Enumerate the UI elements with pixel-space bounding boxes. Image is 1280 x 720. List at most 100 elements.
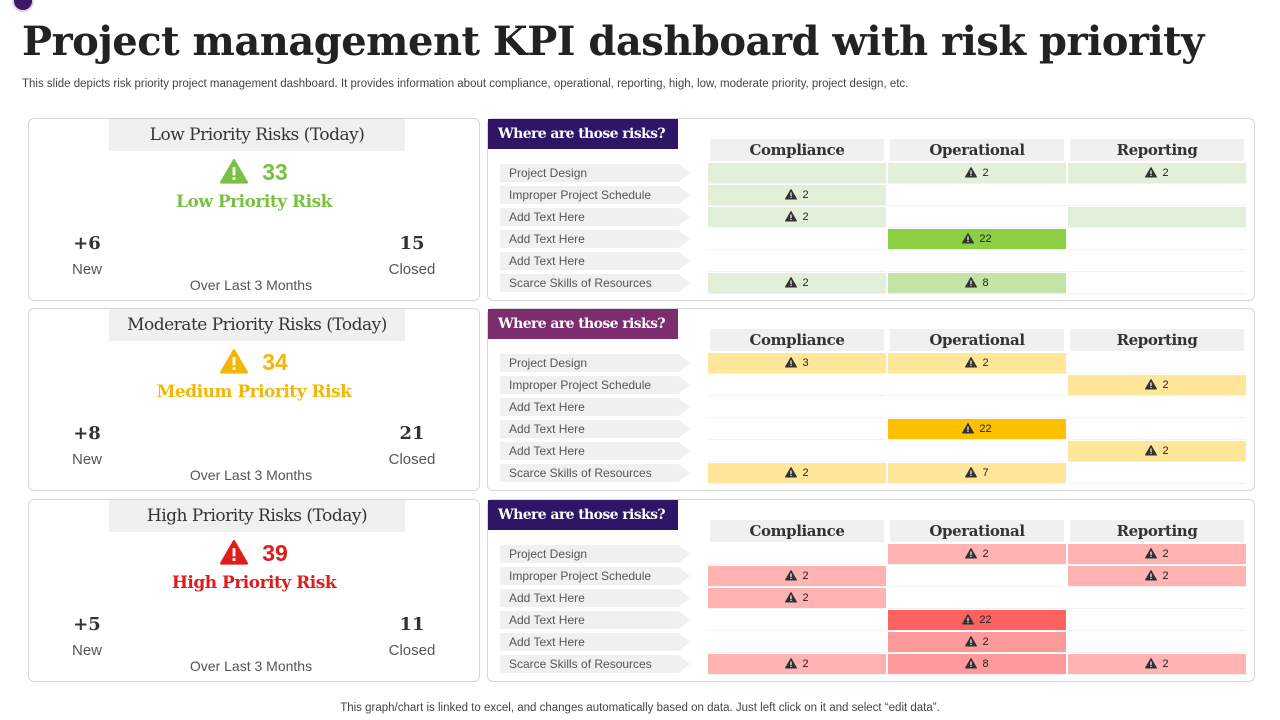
row-label: Add Text Here — [500, 589, 690, 607]
closed-label: Closed — [388, 261, 436, 278]
warning-triangle-icon — [965, 167, 982, 179]
warning-triangle-icon — [220, 349, 262, 375]
cell-value: 2 — [802, 592, 809, 604]
warning-triangle-icon — [965, 636, 982, 648]
matrix-cell — [888, 566, 1066, 587]
footer-note: This graph/chart is linked to excel, and… — [340, 702, 940, 714]
row-label: Scarce Skills of Resources — [500, 655, 690, 673]
warning-triangle-icon — [1145, 379, 1162, 391]
warning-triangle-icon — [785, 277, 802, 289]
warning-triangle-icon — [965, 277, 982, 289]
panel-title: Where are those risks? — [488, 500, 678, 530]
risk-level-label: Low Priority Risk — [176, 192, 332, 212]
warning-triangle-icon — [785, 592, 802, 604]
closed-value: 21 — [399, 423, 425, 444]
warning-triangle-icon — [785, 357, 802, 369]
warning-triangle-icon — [1145, 548, 1162, 560]
matrix-cell — [888, 375, 1066, 396]
matrix-cell — [1068, 185, 1246, 206]
matrix-cell — [1068, 251, 1246, 272]
panel-title: Where are those risks? — [488, 309, 678, 339]
closed-label: Closed — [388, 642, 436, 659]
risk-location-matrix: Where are those risks? Compliance Operatio… — [487, 118, 1255, 301]
new-label: New — [71, 451, 102, 468]
warning-triangle-icon — [785, 467, 802, 479]
row-label: Add Text Here — [500, 633, 690, 651]
row-label: Add Text Here — [500, 230, 690, 248]
column-header: Reporting — [1070, 329, 1244, 351]
matrix-cell: 2 — [1068, 566, 1246, 587]
matrix-cell — [1068, 588, 1246, 609]
matrix-cell — [888, 185, 1066, 206]
matrix-cell — [1068, 397, 1246, 418]
matrix-cell — [708, 419, 886, 440]
matrix-cell — [708, 229, 886, 250]
matrix-cell: 3 — [708, 353, 886, 374]
page-subtitle: This slide depicts risk priority project… — [22, 78, 909, 90]
matrix-cell — [888, 251, 1066, 272]
row-label: Add Text Here — [500, 252, 690, 270]
matrix-cell: 7 — [888, 463, 1066, 484]
matrix-cell: 2 — [708, 463, 886, 484]
matrix-cell — [708, 632, 886, 653]
risk-summary-card: Low Priority Risks (Today) 33 Low Priori… — [28, 118, 480, 301]
cell-value: 2 — [1162, 379, 1169, 391]
matrix-cell — [708, 163, 886, 184]
row-label: Add Text Here — [500, 442, 690, 460]
cell-value: 22 — [979, 614, 992, 626]
risk-summary-card: Moderate Priority Risks (Today) 34 Mediu… — [28, 308, 480, 491]
matrix-cell: 2 — [708, 273, 886, 294]
slide-marker — [12, 0, 34, 12]
matrix-cell — [708, 375, 886, 396]
row-label: Add Text Here — [500, 420, 690, 438]
row-label: Add Text Here — [500, 398, 690, 416]
warning-triangle-icon — [965, 548, 982, 560]
matrix-cell — [708, 610, 886, 631]
matrix-cell: 2 — [888, 353, 1066, 374]
matrix-cell: 8 — [888, 654, 1066, 675]
column-header: Compliance — [710, 520, 884, 542]
matrix-cell: 2 — [708, 654, 886, 675]
new-label: New — [71, 261, 102, 278]
risk-count: 39 — [262, 540, 288, 566]
warning-triangle-icon — [962, 423, 979, 435]
cell-value: 2 — [1162, 548, 1169, 560]
matrix-cell — [888, 588, 1066, 609]
cell-value: 22 — [979, 233, 992, 245]
cell-value: 2 — [982, 636, 989, 648]
matrix-cell: 2 — [708, 566, 886, 587]
column-header: Reporting — [1070, 520, 1244, 542]
row-label: Improper Project Schedule — [500, 376, 690, 394]
risk-count: 33 — [262, 159, 288, 185]
warning-triangle-icon — [785, 189, 802, 201]
warning-triangle-icon — [785, 211, 802, 223]
warning-triangle-icon — [220, 540, 262, 566]
new-value: +5 — [73, 614, 101, 635]
column-header: Reporting — [1070, 139, 1244, 161]
warning-triangle-icon — [785, 658, 802, 670]
cell-value: 22 — [979, 423, 992, 435]
row-label: Add Text Here — [500, 611, 690, 629]
warning-triangle-icon — [965, 357, 982, 369]
new-value: +6 — [73, 233, 101, 254]
warning-triangle-icon — [1145, 570, 1162, 582]
matrix-cell — [708, 251, 886, 272]
row-label: Add Text Here — [500, 208, 690, 226]
matrix-cell — [708, 441, 886, 462]
matrix-cell: 2 — [888, 632, 1066, 653]
matrix-cell: 2 — [708, 207, 886, 228]
matrix-cell — [1068, 229, 1246, 250]
matrix-cell: 2 — [888, 163, 1066, 184]
matrix-cell — [1068, 353, 1246, 374]
risk-location-matrix: Where are those risks? Compliance Operatio… — [487, 499, 1255, 682]
row-label: Improper Project Schedule — [500, 186, 690, 204]
page-title: Project management KPI dashboard with ri… — [22, 18, 1204, 65]
matrix-cell: 2 — [1068, 163, 1246, 184]
matrix-cell: 2 — [1068, 441, 1246, 462]
warning-triangle-icon — [962, 233, 979, 245]
matrix-cell: 2 — [1068, 654, 1246, 675]
cell-value: 3 — [802, 357, 809, 369]
card-title: Moderate Priority Risks (Today) — [109, 309, 405, 341]
period-label: Over Last 3 Months — [189, 277, 313, 293]
warning-triangle-icon — [1145, 658, 1162, 670]
